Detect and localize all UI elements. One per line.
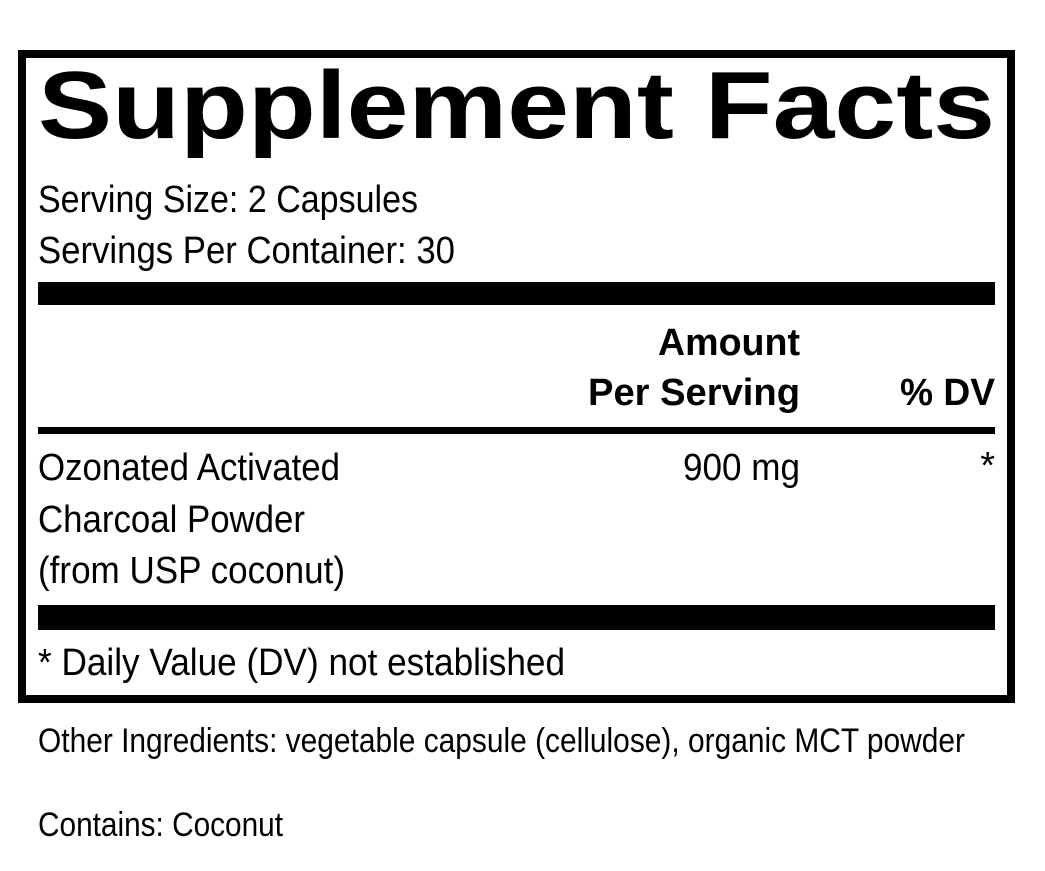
- title: Supplement Facts: [38, 52, 995, 159]
- servings-per-container: Servings Per Container: 30: [38, 230, 455, 272]
- ingredient-name: (from USP coconut): [38, 550, 345, 592]
- thick-rule: [38, 282, 995, 305]
- ingredient-dv: *: [980, 445, 995, 487]
- ingredient-name: Charcoal Powder: [38, 499, 305, 541]
- header-amount: Per Serving: [588, 372, 800, 414]
- ingredient-amount: 900 mg: [683, 447, 800, 489]
- contains: Contains: Coconut: [38, 806, 283, 844]
- header-amount: Amount: [658, 322, 800, 364]
- thin-rule: [38, 427, 995, 434]
- thick-rule: [38, 605, 995, 630]
- header-dv: % DV: [900, 372, 996, 414]
- footnote: * Daily Value (DV) not established: [38, 642, 565, 684]
- label-border: [18, 50, 1015, 703]
- serving-size: Serving Size: 2 Capsules: [38, 179, 418, 221]
- other-ingredients: Other Ingredients: vegetable capsule (ce…: [38, 722, 965, 760]
- ingredient-name: Ozonated Activated: [38, 447, 340, 489]
